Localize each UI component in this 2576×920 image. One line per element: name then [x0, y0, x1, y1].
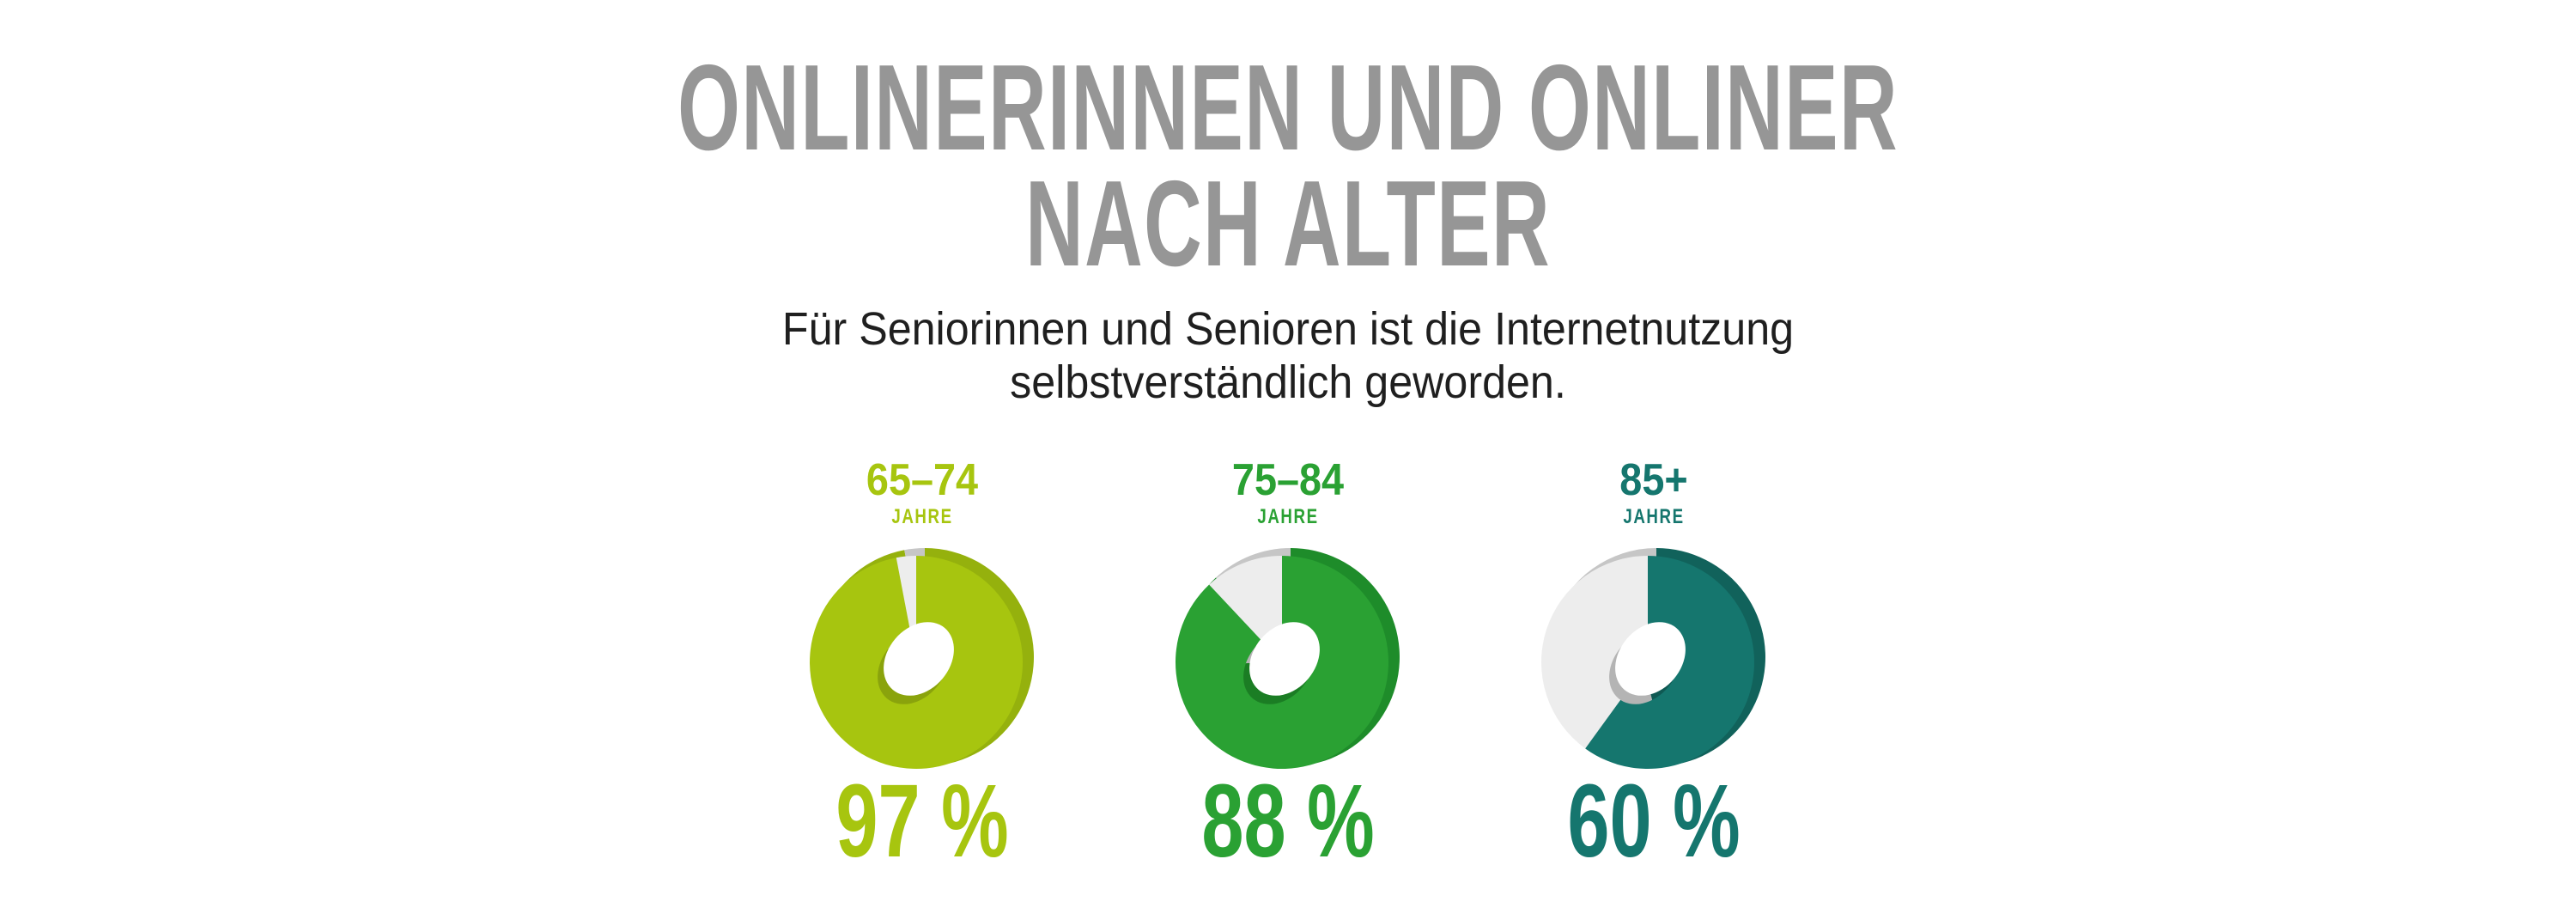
- value-label-75-84: 88 %: [1201, 762, 1375, 879]
- chart-column-85plus: 85+ JAHRE 60 %: [1508, 455, 1800, 879]
- age-group-label-75-84: 75–84: [1231, 455, 1345, 505]
- page-title: ONLINERINNEN UND ONLINER NACH ALTER: [0, 40, 2576, 292]
- donut-charts-row: 65–74 JAHRE 97 % 75–84 JAHRE 88 % 85+ JA…: [776, 455, 1800, 879]
- subtitle-line-1: Für Seniorinnen und Senioren ist die Int…: [781, 303, 1795, 355]
- subtitle: Für Seniorinnen und Senioren ist die Int…: [0, 302, 2576, 409]
- age-group-label-65-74: 65–74: [866, 455, 979, 505]
- value-label-85plus: 60 %: [1567, 762, 1741, 879]
- age-unit-label-75-84: JAHRE: [1257, 505, 1319, 528]
- subtitle-line-2: selbstverständlich geworden.: [1010, 356, 1566, 408]
- age-unit-label-65-74: JAHRE: [891, 505, 953, 528]
- donut-chart-85plus: [1539, 548, 1769, 771]
- chart-column-65-74: 65–74 JAHRE 97 %: [776, 455, 1068, 879]
- donut-chart-65-74: [807, 548, 1037, 771]
- value-label-65-74: 97 %: [835, 762, 1009, 879]
- age-group-label-85plus: 85+: [1619, 455, 1688, 505]
- page-title-line-2: NACH ALTER: [1025, 155, 1551, 292]
- age-unit-label-85plus: JAHRE: [1623, 505, 1685, 528]
- donut-chart-75-84: [1173, 548, 1403, 771]
- chart-column-75-84: 75–84 JAHRE 88 %: [1142, 455, 1434, 879]
- page-title-line-1: ONLINERINNEN UND ONLINER: [677, 40, 1899, 176]
